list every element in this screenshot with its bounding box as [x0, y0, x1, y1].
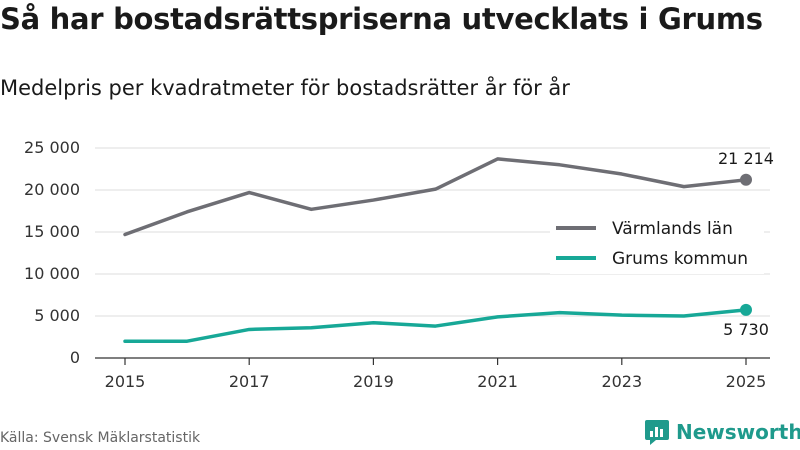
data-label: 5 730: [723, 320, 769, 339]
x-tick-label: 2025: [726, 372, 767, 391]
y-tick-label: 10 000: [24, 264, 80, 283]
data-label: 21 214: [718, 149, 774, 168]
legend-label: Grums kommun: [612, 249, 748, 269]
source-note: Källa: Svensk Mäklarstatistik: [0, 430, 201, 446]
x-tick-label: 2021: [477, 372, 518, 391]
series-line-2: [123, 308, 748, 343]
x-tick-label: 2017: [229, 372, 270, 391]
series-end-marker-1: [740, 173, 752, 186]
newsworthy-logo-icon: [645, 420, 669, 445]
y-tick-label: 5 000: [34, 306, 80, 325]
x-tick-label: 2019: [353, 372, 394, 391]
y-tick-label: 20 000: [24, 180, 80, 199]
x-tick-label: 2023: [601, 372, 642, 391]
legend-label: Värmlands län: [612, 219, 733, 239]
x-tick-label: 2015: [105, 372, 146, 391]
y-tick-label: 15 000: [24, 222, 80, 241]
y-tick-label: 0: [70, 348, 80, 367]
series-line-1: [123, 157, 748, 237]
chart-title: Så har bostadsrättspriserna utvecklats i…: [0, 2, 763, 36]
legend-background: [550, 208, 764, 274]
chart-subtitle: Medelpris per kvadratmeter för bostadsrä…: [0, 76, 570, 100]
y-tick-label: 25 000: [24, 138, 80, 157]
brand[interactable]: Newsworthy: [644, 418, 800, 446]
brand-name: Newsworthy: [676, 420, 800, 444]
series-end-marker-2: [740, 303, 752, 316]
